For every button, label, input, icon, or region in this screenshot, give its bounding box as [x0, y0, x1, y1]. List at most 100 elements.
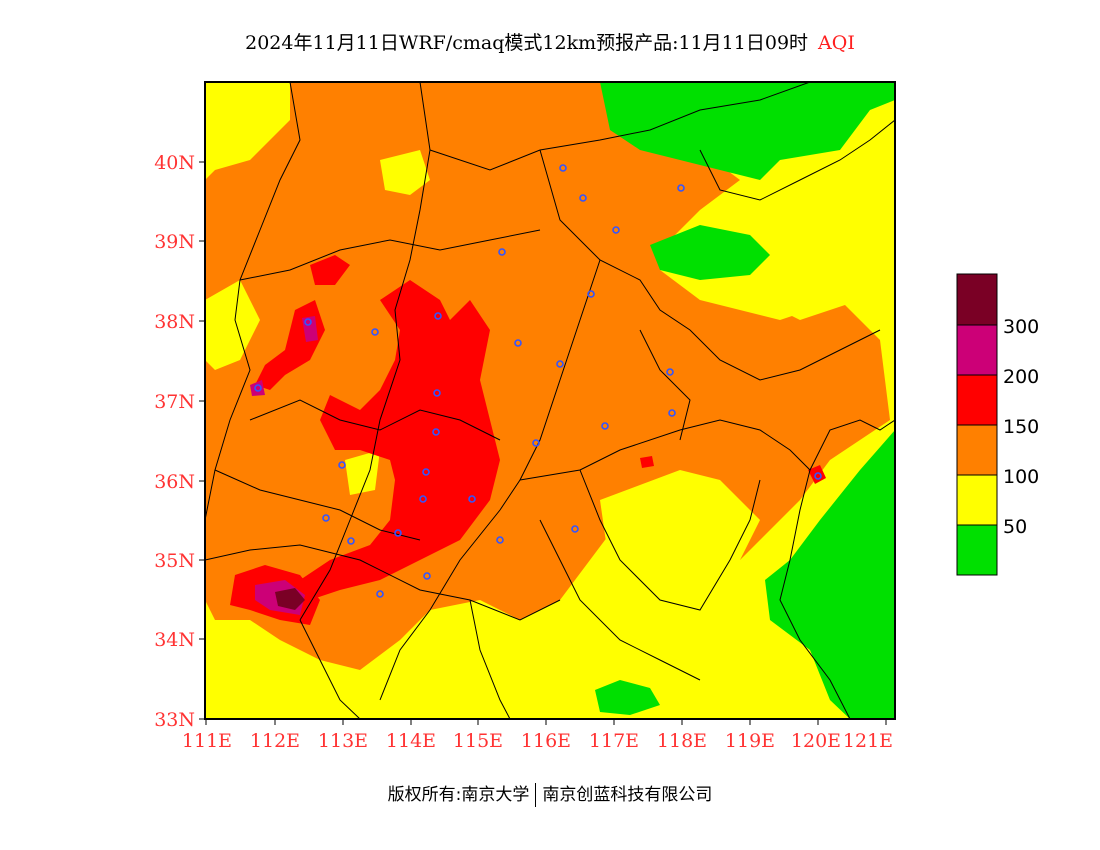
boundary-lines — [205, 82, 895, 719]
map-title: 2024年11月11日WRF/cmaq模式12km预报产品:11月11日09时 A… — [0, 28, 1100, 55]
boundary-line — [379, 259, 601, 701]
aqi-region-green-bohai — [650, 225, 770, 280]
city-marker — [468, 495, 476, 503]
boundary-line — [239, 229, 541, 281]
footer-separator — [535, 783, 537, 807]
boundary-line — [469, 599, 511, 719]
aqi-region-yellow-east — [600, 470, 760, 600]
city-marker — [532, 439, 540, 447]
city-marker — [347, 537, 355, 545]
city-marker — [601, 422, 609, 430]
boundary-line — [519, 419, 811, 481]
lat-tick-label: 34N — [154, 629, 195, 651]
aqi-region-red-core — [300, 280, 500, 600]
city-marker — [496, 536, 504, 544]
lat-tick-label: 37N — [154, 391, 195, 413]
city-marker — [422, 468, 430, 476]
title-pollutant: AQI — [818, 32, 855, 54]
city-marker — [254, 384, 262, 392]
lat-tick-label: 40N — [154, 152, 195, 174]
legend-swatch — [957, 375, 997, 425]
title-text: 2024年11月11日WRF/cmaq模式12km预报产品:11月11日09时 — [245, 32, 809, 54]
legend-swatch — [957, 525, 997, 575]
boundary-line — [299, 619, 361, 719]
aqi-region-maroon — [275, 588, 305, 610]
aqi-region-green-sea — [765, 430, 895, 719]
lon-tick-label: 116E — [521, 730, 571, 752]
lon-tick-label: 121E — [843, 730, 893, 752]
lon-tick-label: 115E — [453, 730, 503, 752]
boundary-line — [429, 82, 811, 171]
aqi-legend: 50 100 150 200 300 — [956, 273, 1039, 576]
city-marker — [394, 529, 402, 537]
lon-tick-label: 119E — [725, 730, 775, 752]
lat-tick-label: 39N — [154, 231, 195, 253]
boundary-line — [205, 82, 301, 521]
boundary-line — [699, 119, 895, 201]
copyright-left: 版权所有:南京大学 — [387, 785, 530, 805]
legend-swatch — [957, 325, 997, 375]
city-marker — [376, 590, 384, 598]
legend-swatch — [957, 274, 997, 325]
boundary-line — [779, 469, 851, 719]
legend-swatch — [957, 425, 997, 475]
city-marker — [666, 368, 674, 376]
aqi-contour-field — [205, 82, 895, 719]
city-marker — [498, 248, 506, 256]
aqi-region-yellow-north — [205, 82, 290, 180]
aqi-region-red-spot — [640, 456, 654, 468]
lat-tick-label: 36N — [154, 471, 195, 493]
legend-label: 300 — [1003, 316, 1039, 338]
aqi-region-red-north — [310, 255, 350, 285]
city-marker — [556, 360, 564, 368]
city-marker — [514, 339, 522, 347]
city-marker — [304, 318, 312, 326]
city-marker — [432, 428, 440, 436]
legend-label: 100 — [1003, 466, 1039, 488]
boundary-line — [205, 544, 561, 621]
boundary-line — [214, 469, 421, 541]
lat-axis: 40N 39N 38N 37N 36N 35N 34N 33N — [154, 152, 205, 731]
legend-label: 50 — [1003, 516, 1027, 538]
city-marker — [433, 389, 441, 397]
legend-label: 150 — [1003, 416, 1039, 438]
boundary-line — [249, 399, 501, 441]
city-marker — [814, 472, 822, 480]
aqi-region-green-south — [595, 680, 660, 715]
copyright-right: 南京创蓝科技有限公司 — [542, 785, 713, 805]
city-marker — [419, 495, 427, 503]
aqi-region-red-east — [808, 465, 826, 484]
boundary-line — [539, 149, 881, 381]
aqi-region-yellow-west — [205, 280, 260, 370]
aqi-region-yellow-northcenter — [380, 150, 430, 195]
city-marker — [677, 184, 685, 192]
lon-tick-label: 117E — [589, 730, 639, 752]
city-marker — [559, 164, 567, 172]
copyright-footer: 版权所有:南京大学 南京创蓝科技有限公司 — [0, 780, 1100, 807]
aqi-region-purple-west — [250, 380, 265, 396]
city-marker — [423, 572, 431, 580]
city-marker — [338, 461, 346, 469]
lon-tick-label: 112E — [250, 730, 300, 752]
boundary-line — [539, 519, 701, 681]
lon-tick-label: 111E — [182, 730, 232, 752]
lon-tick-label: 120E — [791, 730, 841, 752]
lon-axis: 111E 112E 113E 114E 115E 116E 117E 118E … — [182, 719, 893, 752]
boundary-line — [809, 419, 895, 471]
lat-tick-label: 33N — [154, 709, 195, 731]
legend-label: 200 — [1003, 366, 1039, 388]
lat-tick-label: 35N — [154, 550, 195, 572]
city-marker — [434, 312, 442, 320]
city-marker — [322, 514, 330, 522]
aqi-region-green-northeast — [600, 82, 895, 180]
lat-tick-label: 38N — [154, 311, 195, 333]
lon-tick-label: 114E — [386, 730, 436, 752]
lon-tick-label: 113E — [318, 730, 368, 752]
aqi-region-purple-north — [302, 316, 318, 342]
lon-tick-label: 118E — [657, 730, 707, 752]
city-marker — [371, 328, 379, 336]
legend-swatch — [957, 475, 997, 525]
boundary-line — [639, 329, 691, 441]
city-marker — [668, 409, 676, 417]
